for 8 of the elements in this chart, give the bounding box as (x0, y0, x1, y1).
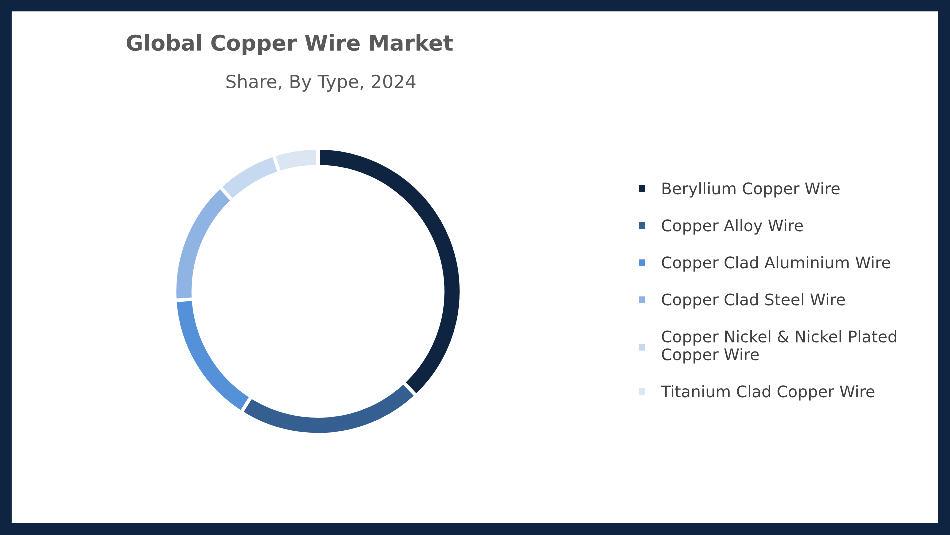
legend-label: Beryllium Copper Wire (662, 182, 840, 198)
legend-label: Copper Clad Aluminium Wire (662, 256, 890, 272)
chart-subtitle: Share, By Type, 2024 (226, 74, 416, 92)
legend-label: Copper Alloy Wire (662, 219, 804, 235)
legend-label: Copper Clad Steel Wire (662, 293, 846, 309)
legend-label: Titanium Clad Copper Wire (661, 385, 875, 401)
legend-label: Copper Nickel & Nickel Plated Copper Wire (662, 330, 896, 364)
chart-title: Global Copper Wire Market (126, 34, 454, 56)
